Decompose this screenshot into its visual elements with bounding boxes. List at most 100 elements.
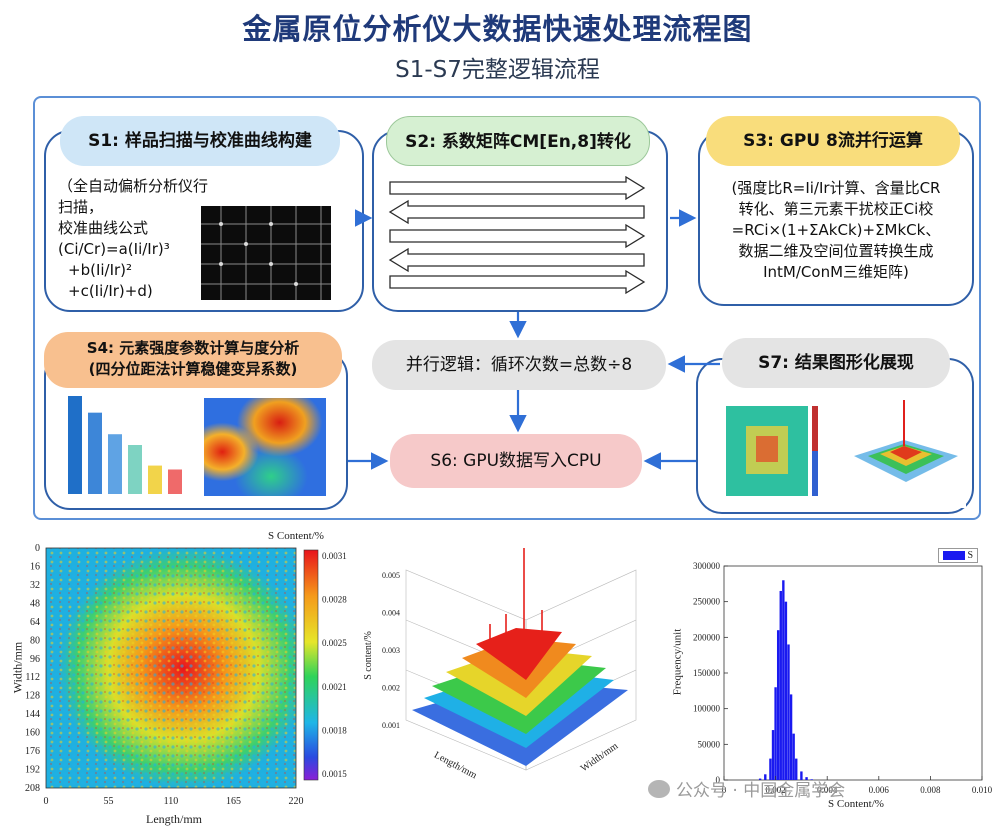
legend-label: S — [967, 550, 974, 561]
s1-line: +b(Ii/Ir)² — [68, 261, 133, 279]
heatmap-ytick: 208 — [25, 783, 40, 794]
watermark: 公众号 · 中国金属学会 — [648, 776, 845, 801]
s4-bar-chart — [68, 396, 182, 494]
histogram-ytick: 50000 — [698, 739, 721, 749]
histogram-xtick: 0.010 — [972, 785, 993, 795]
s4-label-line1: S4: 元素强度参数计算与度分析 — [86, 339, 300, 357]
heatmap-xtick: 110 — [164, 796, 179, 807]
bar — [128, 445, 142, 494]
histogram-bar — [787, 644, 790, 780]
histogram-xtick: 0.006 — [869, 785, 890, 795]
surface-ztick: 0.004 — [382, 609, 400, 618]
page-subtitle: S1-S7完整逻辑流程 — [395, 57, 600, 83]
s1-line: (Ci/Cr)=a(Ii/Ir)³ — [58, 240, 170, 258]
histogram-ytick: 150000 — [693, 668, 721, 678]
colorbar-tick: 0.0015 — [322, 769, 347, 779]
histogram-bar — [795, 758, 798, 780]
histogram-bar — [805, 777, 808, 780]
histogram-chart: 0 50000 100000 150000 200000 250000 300000 0 0.0… — [693, 561, 993, 795]
wechat-icon — [648, 779, 670, 798]
s4-heatmap-image — [204, 398, 326, 496]
heatmap-ytick: 192 — [25, 765, 40, 776]
colorbar-tick: 0.0018 — [322, 725, 347, 735]
s3-text: (强度比R=Ii/Ir计算、含量比CR 转化、第三元素干扰校正Ci校 =RCi×… — [706, 178, 966, 283]
colorbar-tick: 0.0028 — [322, 595, 347, 605]
histogram-ytick: 100000 — [693, 704, 721, 714]
s7-label: S7: 结果图形化展现 — [722, 338, 950, 388]
histogram-bar — [800, 771, 803, 780]
s7-heatmap-thumbnail — [716, 400, 826, 508]
s3-line: =RCi×(1+ΣAkCk)+ΣMkCk、 — [731, 221, 941, 239]
surface-ztick: 0.003 — [382, 646, 400, 655]
parallel-logic-label: 并行逻辑：循环次数=总数÷8 — [372, 340, 666, 390]
heatmap-ytick: 64 — [30, 617, 40, 628]
heatmap-ytick: 0 — [35, 543, 40, 554]
surface-ztick: 0.001 — [382, 721, 400, 730]
heatmap-ytick: 80 — [30, 635, 40, 646]
s3-line: IntM/ConM三维矩阵) — [763, 263, 909, 281]
histogram-bar — [784, 601, 788, 780]
histogram-xlabel: S Content/% — [828, 798, 884, 810]
s6-label: S6: GPU数据写入CPU — [390, 434, 642, 488]
matrix-arrows-icon — [388, 176, 646, 295]
heatmap-xtick: 0 — [44, 796, 49, 807]
heatmap-ytick: 16 — [30, 561, 40, 572]
bar — [168, 469, 182, 494]
heatmap-ytick: 144 — [25, 709, 40, 720]
histogram-ytick: 0 — [716, 775, 721, 785]
histogram-bar — [789, 694, 793, 780]
bar — [68, 396, 82, 494]
heatmap-xlabel: Length/mm — [146, 812, 202, 826]
histogram-bar — [764, 774, 767, 780]
histogram-ytick: 200000 — [693, 632, 721, 642]
plot-frame — [723, 565, 983, 781]
s2-label: S2: 系数矩阵CM[En,8]转化 — [386, 116, 650, 166]
heatmap-ytick: 160 — [25, 728, 40, 739]
s1-line: 校准曲线公式 — [58, 219, 149, 237]
histogram-xtick: 0.002 — [765, 785, 785, 795]
surface-ztick: 0.005 — [382, 571, 400, 580]
histogram-xtick: 0.004 — [817, 785, 838, 795]
heatmap-ylabel: Width/mm — [10, 641, 25, 694]
s4-label-line2: (四分位距法计算稳健变异系数) — [88, 360, 298, 378]
heatmap-ytick: 112 — [25, 672, 40, 683]
s3-line: 转化、第三元素干扰校正Ci校 — [738, 200, 934, 218]
surface-zlabel: S content/% — [362, 631, 374, 680]
s7-surface-thumbnail — [840, 396, 966, 508]
colorbar-title: S Content/% — [268, 530, 324, 542]
surface-ztick: 0.002 — [382, 684, 400, 693]
heatmap-figure: 0 16 32 48 64 80 96 112 128 144 160 176 192 208 0 55 11… — [25, 543, 347, 807]
s3-label: S3: GPU 8流并行运算 — [706, 116, 960, 166]
heatmap-ytick: 176 — [25, 746, 40, 757]
scan-grid-image — [201, 206, 331, 300]
s1-label: S1: 样品扫描与校准曲线构建 — [60, 116, 340, 166]
s1-line: +c(Ii/Ir)+d) — [68, 282, 153, 300]
histogram-bar — [776, 630, 780, 780]
bar — [148, 465, 162, 494]
colorbar-tick: 0.0021 — [322, 682, 347, 692]
surface-3d-figure: 0.005 0.004 0.003 0.002 0.001 — [382, 548, 637, 771]
heatmap-ytick: 128 — [25, 691, 40, 702]
histogram-bar — [810, 779, 813, 780]
bar — [88, 412, 102, 494]
histogram-xtick: 0.008 — [920, 785, 941, 795]
histogram-ytick: 300000 — [693, 561, 721, 571]
histogram-legend: S — [938, 548, 979, 563]
histogram-bar — [769, 758, 772, 780]
histogram-xtick: 0 — [722, 785, 727, 795]
heatmap-ytick: 48 — [30, 598, 40, 609]
histogram-ytick: 250000 — [693, 597, 721, 607]
s1-line: （全自动偏析分析仪行扫描， — [58, 177, 209, 216]
bar — [108, 434, 122, 494]
histogram-bar — [771, 730, 775, 780]
s3-line: (强度比R=Ii/Ir计算、含量比CR — [731, 179, 941, 197]
histogram-bar — [782, 580, 785, 780]
colorbar-tick: 0.0025 — [322, 638, 347, 648]
histogram-bar — [792, 733, 795, 780]
heatmap-xtick: 55 — [104, 796, 114, 807]
heatmap-xtick: 220 — [289, 796, 304, 807]
histogram-bar — [774, 687, 777, 780]
heatmap-ytick: 96 — [30, 654, 40, 665]
histogram-bar — [758, 778, 762, 780]
